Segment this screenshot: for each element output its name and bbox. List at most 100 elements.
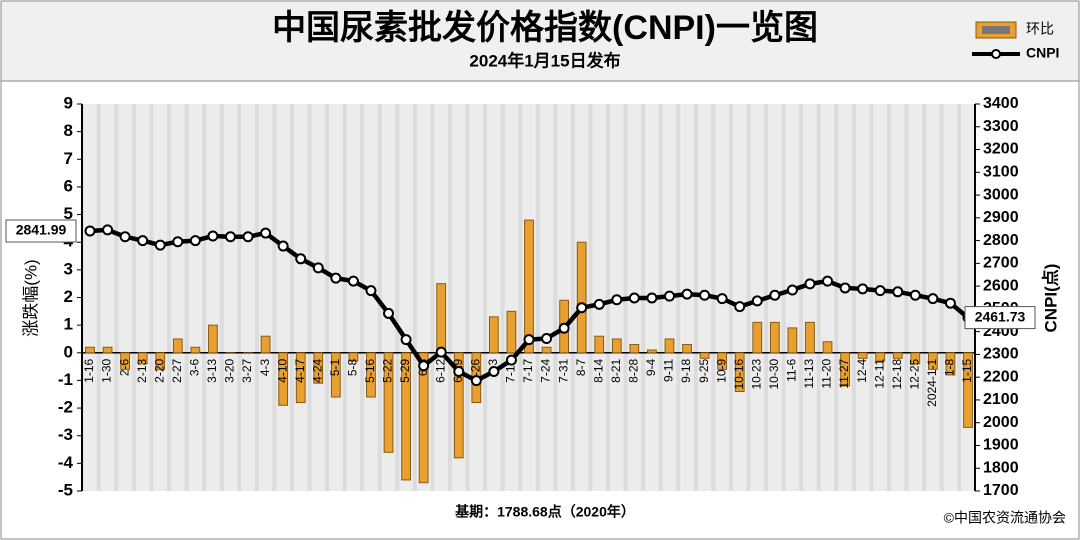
bar [629, 343, 640, 354]
marker [383, 307, 395, 319]
x-tick-label: 8-14 [591, 358, 605, 382]
x-tick-label: 11-6 [785, 358, 799, 381]
bar [927, 352, 938, 370]
value-label: 2461.73 [975, 308, 1026, 324]
x-tick-label: 4-24 [310, 358, 324, 382]
y-tick-label: -2 [58, 398, 73, 417]
x-tick-label: 5-29 [398, 358, 412, 382]
y2-tick-label: 3100 [983, 164, 1019, 181]
bar [541, 346, 552, 354]
x-tick-label: 3-27 [240, 358, 254, 382]
y-tick-label: 1 [64, 315, 73, 334]
x-tick-label: 6-12 [433, 358, 447, 382]
y2-tick-label: 2200 [983, 368, 1019, 385]
stripe [153, 104, 168, 491]
bar [611, 338, 622, 354]
y2-tick-label: 2100 [983, 391, 1019, 408]
x-tick-label: 2024-1-1 [925, 358, 939, 406]
bar [225, 352, 236, 354]
stripe [118, 104, 132, 491]
x-tick-label: 1-15 [960, 358, 974, 382]
marker [751, 295, 763, 307]
bar [524, 219, 534, 354]
stripe [504, 104, 519, 491]
x-tick-label: 12-18 [890, 358, 904, 389]
marker [804, 278, 816, 290]
x-tick-label: 9-4 [644, 358, 658, 376]
stripe [223, 104, 238, 491]
y2-axis-label: CNPI(点) [1040, 264, 1060, 333]
marker [944, 297, 956, 309]
bar [910, 352, 921, 365]
y-tick-label: -5 [58, 480, 73, 499]
bar [647, 349, 657, 354]
bar [769, 321, 780, 354]
marker [172, 236, 184, 248]
marker [119, 231, 131, 243]
x-tick-label: 3-13 [205, 358, 219, 382]
bar [295, 352, 306, 404]
marker [576, 302, 588, 314]
bar [453, 352, 464, 459]
bar [822, 341, 833, 354]
marker [839, 282, 851, 294]
bar [137, 352, 148, 365]
bar [85, 346, 95, 354]
marker [102, 224, 114, 236]
x-tick-label: 2-13 [135, 358, 149, 382]
source: ©中国农资流通协会 [944, 510, 1066, 526]
marker [453, 365, 465, 377]
bar [488, 316, 499, 354]
marker [909, 289, 921, 301]
marker [892, 286, 904, 298]
stripe [258, 104, 273, 491]
x-tick-label: 2-20 [152, 358, 166, 382]
y2-tick-label: 3400 [983, 95, 1019, 112]
stripe [820, 104, 835, 491]
marker [84, 225, 96, 237]
marker [207, 230, 219, 242]
x-tick-label: 9-25 [697, 358, 711, 382]
bar [278, 352, 289, 406]
bar [840, 352, 850, 387]
stripe [873, 104, 887, 491]
bar [682, 343, 692, 354]
bar [190, 346, 201, 354]
stripe [592, 104, 607, 491]
bar [664, 338, 675, 354]
y2-tick-label: 1700 [983, 482, 1019, 499]
x-tick-label: 1-8 [943, 358, 957, 376]
y2-tick-label: 2300 [983, 346, 1019, 363]
marker [154, 239, 166, 251]
x-tick-label: 7-24 [539, 358, 553, 382]
x-tick-label: 3-20 [223, 358, 237, 382]
x-tick-label: 4-17 [293, 358, 307, 382]
stripe [293, 104, 308, 491]
marker [681, 288, 693, 300]
x-tick-label: 5-8 [346, 358, 360, 376]
y2-tick-label: 2800 [983, 232, 1019, 249]
marker [857, 283, 869, 295]
stripe [785, 104, 800, 491]
y2-tick-label: 2900 [983, 209, 1019, 226]
y-tick-label: 9 [64, 93, 73, 112]
stripe [803, 104, 817, 491]
y2-tick-label: 2000 [983, 414, 1019, 431]
bar [243, 352, 253, 354]
bar [857, 352, 868, 359]
x-tick-label: 2-6 [117, 358, 131, 376]
x-tick-label: 4-3 [258, 358, 272, 376]
marker [874, 285, 886, 297]
marker [435, 346, 447, 358]
stripe [329, 104, 343, 491]
header [0, 0, 1080, 82]
stripe [100, 104, 115, 491]
bar [366, 352, 376, 398]
x-tick-label: 10-16 [732, 358, 746, 389]
marker [927, 293, 939, 305]
stripe [539, 104, 554, 491]
legend-swatch-inner [982, 26, 1010, 34]
chart-subtitle: 2024年1月15日发布 [469, 50, 620, 70]
x-tick-label: 2-27 [170, 358, 184, 382]
bar [208, 324, 218, 354]
